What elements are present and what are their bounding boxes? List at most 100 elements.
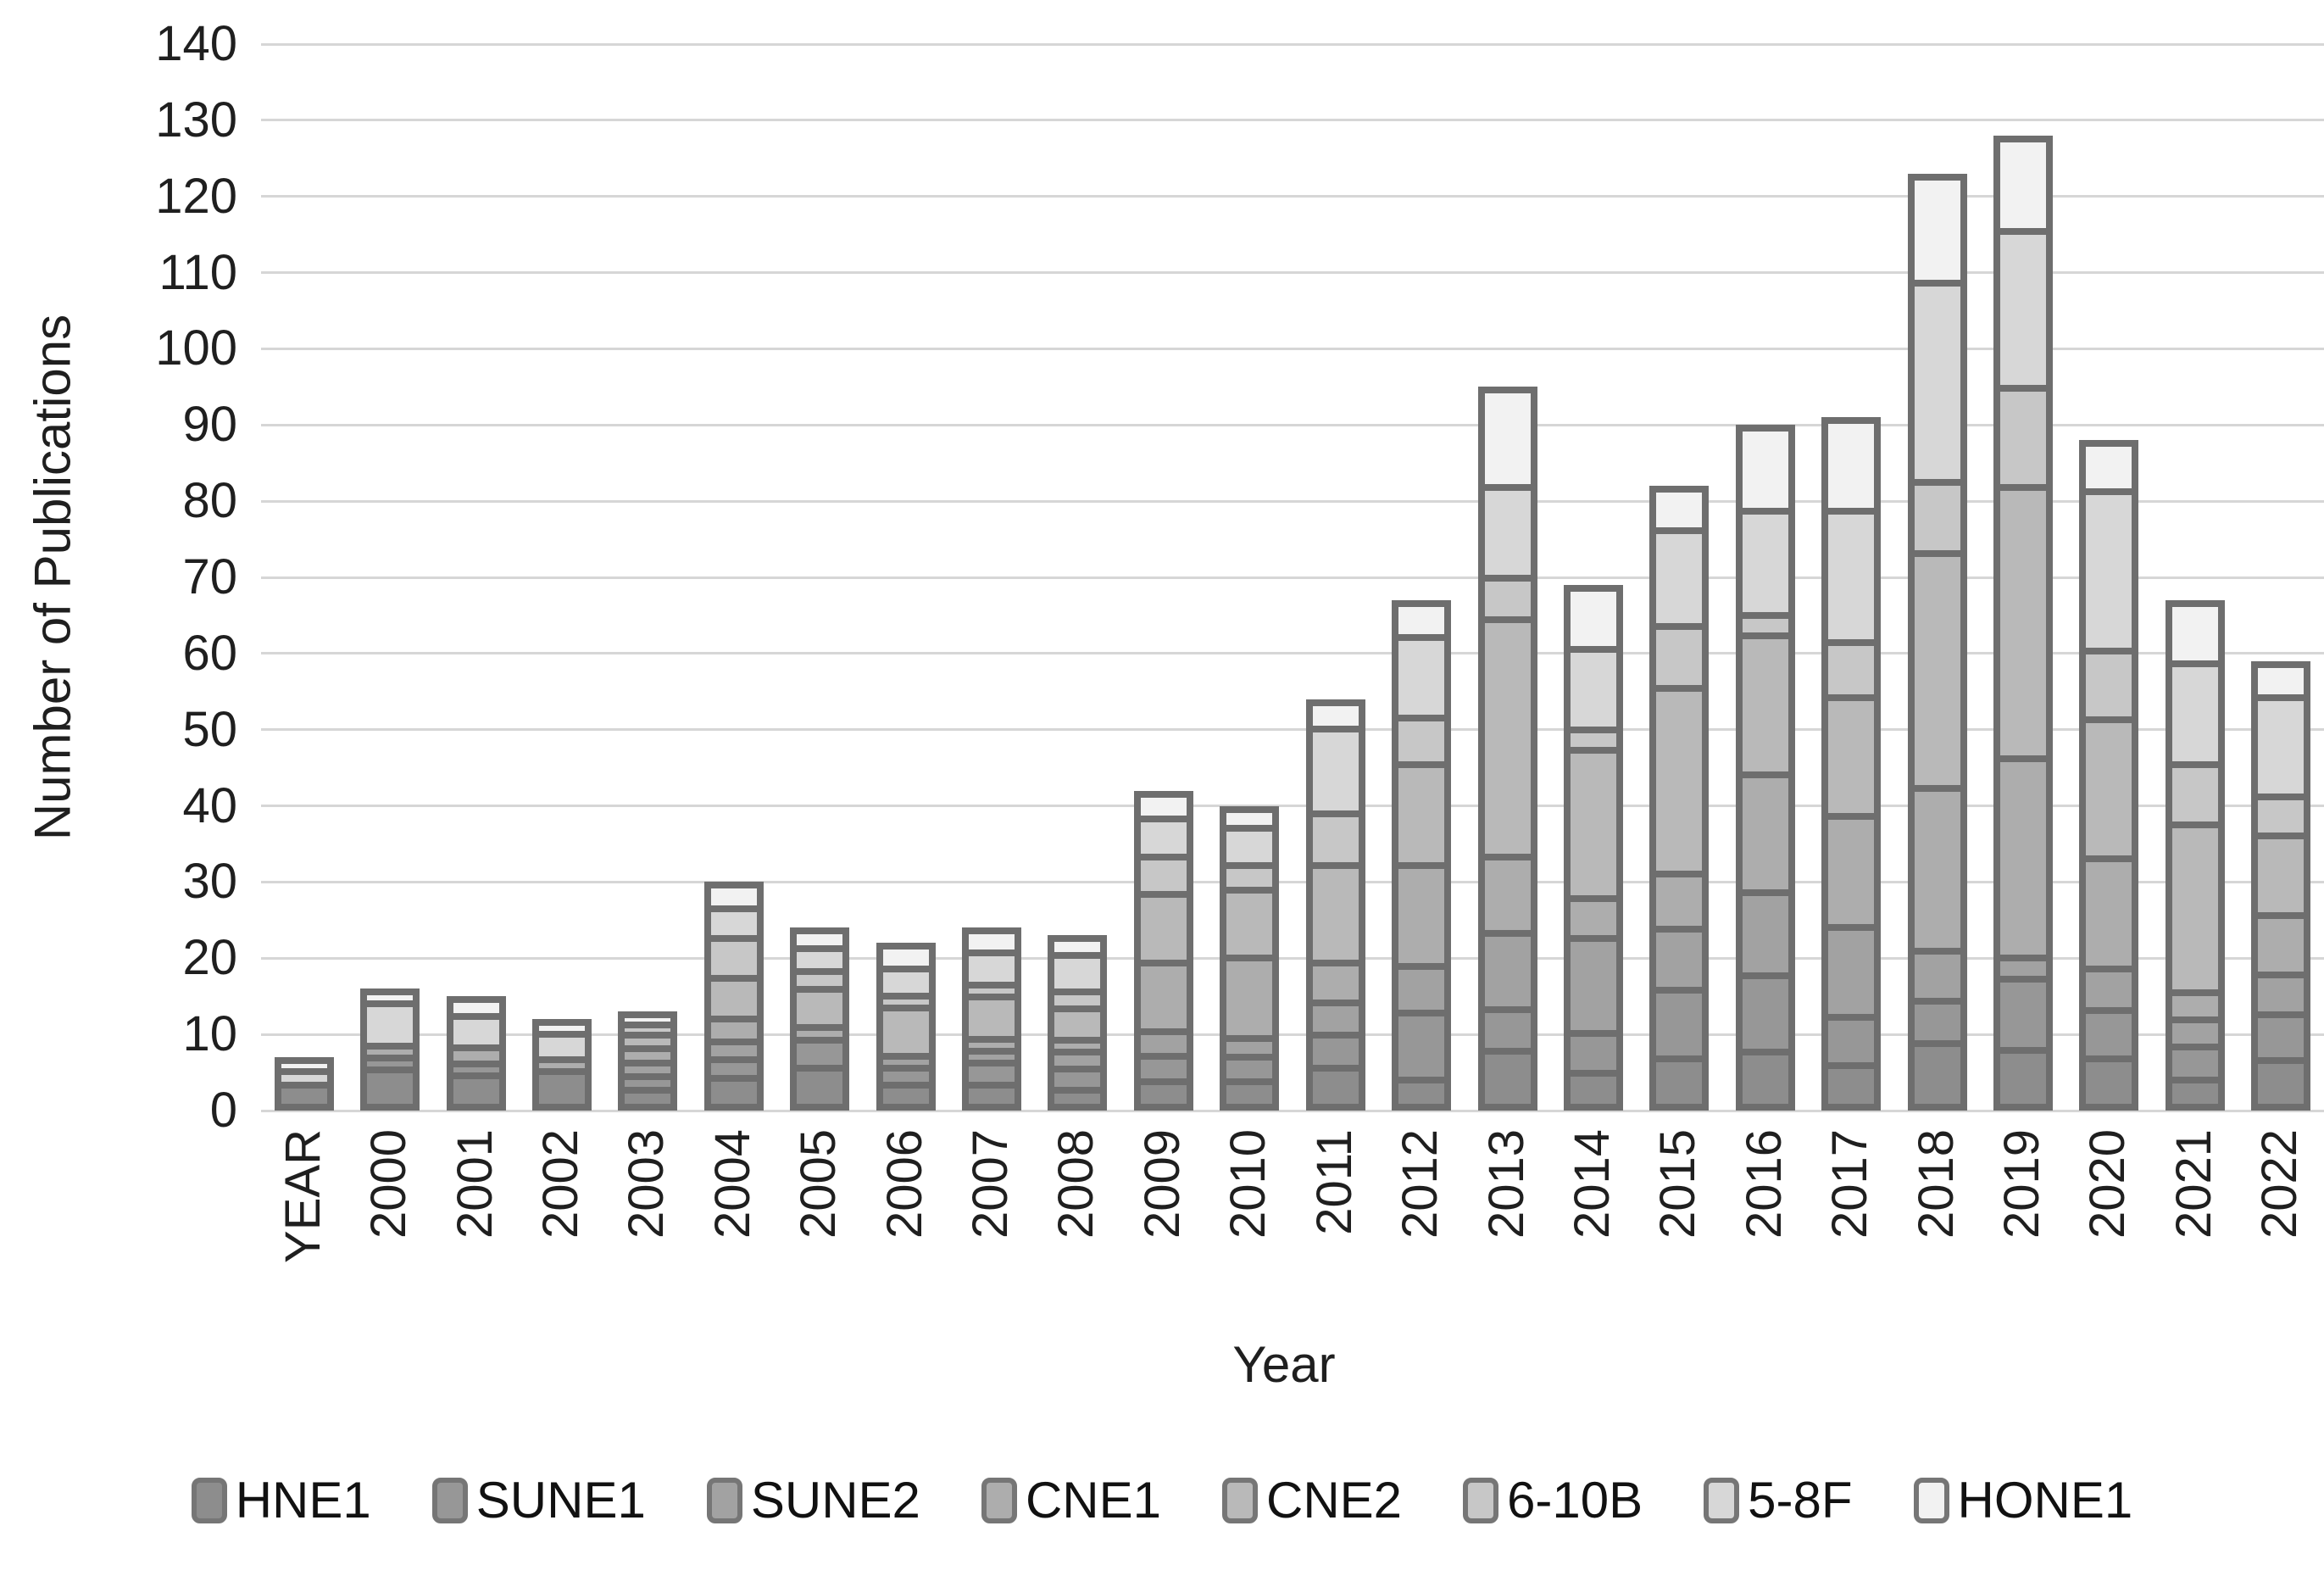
bar-segment-SUNE1 bbox=[1566, 1033, 1620, 1074]
bar-segment-6-10B bbox=[1481, 578, 1534, 621]
x-tick-label-2016: 2016 bbox=[1736, 1129, 1792, 1239]
bar-segment-SUNE1 bbox=[1997, 979, 2050, 1051]
bar-segment-HNE1 bbox=[2255, 1061, 2308, 1107]
bar-segment-CNE1 bbox=[1910, 788, 1964, 952]
bar-segment-CNE1 bbox=[1051, 1040, 1104, 1052]
bar-segment-HNE1 bbox=[2082, 1058, 2136, 1107]
y-tick-label-60: 60 bbox=[182, 625, 237, 681]
y-tick-label-0: 0 bbox=[209, 1083, 237, 1138]
bar-segment-HONE1 bbox=[1738, 428, 1792, 512]
x-tick-label-2013: 2013 bbox=[1478, 1129, 1534, 1239]
gridline-0 bbox=[261, 1109, 2324, 1112]
bar-segment-CNE2 bbox=[1051, 1008, 1104, 1041]
bar-segment-6-10B bbox=[793, 971, 847, 989]
bar-segment-6-10B bbox=[965, 985, 1019, 998]
legend-item-CNE1: CNE1 bbox=[981, 1471, 1161, 1529]
legend-item-CNE2: CNE2 bbox=[1222, 1471, 1402, 1529]
gridline-20 bbox=[261, 956, 2324, 960]
bar-segment-CNE1 bbox=[535, 1060, 588, 1072]
bar-segment-CNE2 bbox=[1481, 620, 1534, 857]
y-tick-label-100: 100 bbox=[155, 320, 237, 376]
x-tick-label-2015: 2015 bbox=[1650, 1129, 1706, 1239]
bar-segment-CNE1 bbox=[1738, 774, 1792, 893]
y-tick-label-140: 140 bbox=[155, 16, 237, 71]
bar-segment-HNE1 bbox=[1653, 1059, 1706, 1107]
bar-segment-SUNE1 bbox=[449, 1064, 503, 1077]
bar-segment-HONE1 bbox=[277, 1061, 331, 1072]
bar-segment-HNE1 bbox=[1825, 1066, 1878, 1107]
bar-segment-CNE2 bbox=[965, 997, 1019, 1040]
bar-segment-SUNE1 bbox=[364, 1058, 417, 1071]
bar-segment-CNE1 bbox=[965, 1039, 1019, 1052]
x-tick-label-2021: 2021 bbox=[2166, 1129, 2221, 1239]
bar-segment-CNE2 bbox=[1395, 765, 1448, 866]
bar-segment-HONE1 bbox=[1309, 702, 1362, 729]
bar-segment-HONE1 bbox=[879, 946, 932, 969]
x-tick-label-2011: 2011 bbox=[1306, 1129, 1362, 1235]
bar-segment-CNE1 bbox=[1223, 958, 1276, 1039]
bar-2020 bbox=[2079, 440, 2139, 1111]
bar-segment-HNE1 bbox=[1137, 1082, 1190, 1107]
legend-item-6-10B: 6-10B bbox=[1463, 1471, 1643, 1529]
bar-segment-SUNE2 bbox=[2255, 974, 2308, 1015]
bar-2006 bbox=[876, 943, 936, 1111]
bar-segment-CNE1 bbox=[793, 1027, 847, 1040]
bar-segment-6-10B bbox=[1910, 482, 1964, 554]
bar-segment-HNE1 bbox=[1051, 1090, 1104, 1107]
gridline-140 bbox=[261, 42, 2324, 46]
gridline-130 bbox=[261, 119, 2324, 122]
legend-item-5-8F: 5-8F bbox=[1704, 1471, 1853, 1529]
gridline-70 bbox=[261, 576, 2324, 579]
bar-segment-SUNE1 bbox=[965, 1063, 1019, 1086]
bar-segment-HONE1 bbox=[1481, 390, 1534, 488]
bar-segment-SUNE2 bbox=[2082, 969, 2136, 1011]
bar-segment-CNE1 bbox=[364, 1046, 417, 1059]
bar-segment-HNE1 bbox=[1395, 1080, 1448, 1107]
bar-segment-CNE1 bbox=[1653, 873, 1706, 929]
y-tick-label-50: 50 bbox=[182, 701, 237, 757]
bar-segment-SUNE2 bbox=[1997, 958, 2050, 980]
bar-segment-5-8F bbox=[277, 1071, 331, 1086]
bar-segment-SUNE1 bbox=[2255, 1014, 2308, 1061]
bar-segment-CNE2 bbox=[2255, 836, 2308, 916]
bar-segment-6-10B bbox=[621, 1025, 675, 1036]
bar-segment-HNE1 bbox=[535, 1072, 588, 1107]
legend-label: HONE1 bbox=[1957, 1472, 2133, 1529]
bar-segment-5-8F bbox=[1481, 487, 1534, 579]
bar-segment-HONE1 bbox=[707, 885, 760, 910]
y-tick-label-120: 120 bbox=[155, 168, 237, 224]
bar-segment-5-8F bbox=[2255, 697, 2308, 797]
bar-segment-HONE1 bbox=[1137, 794, 1190, 820]
x-tick-label-2008: 2008 bbox=[1048, 1129, 1104, 1239]
bar-segment-SUNE2 bbox=[1910, 951, 1964, 1001]
bar-segment-6-10B bbox=[707, 938, 760, 979]
legend-swatch-icon bbox=[1913, 1477, 1949, 1523]
bar-segment-SUNE1 bbox=[1910, 1000, 1964, 1044]
x-tick-label-2009: 2009 bbox=[1134, 1129, 1190, 1239]
bar-segment-HNE1 bbox=[1223, 1082, 1276, 1108]
bar-segment-HONE1 bbox=[621, 1015, 675, 1026]
bar-segment-CNE2 bbox=[1566, 749, 1620, 899]
y-tick-label-70: 70 bbox=[182, 549, 237, 604]
legend-swatch-icon bbox=[706, 1477, 742, 1523]
legend-label: SUNE2 bbox=[750, 1472, 920, 1529]
bar-segment-CNE1 bbox=[2168, 993, 2221, 1020]
x-tick-label-2010: 2010 bbox=[1220, 1129, 1276, 1239]
legend-label: 5-8F bbox=[1748, 1472, 1853, 1529]
y-tick-label-20: 20 bbox=[182, 930, 237, 986]
x-tick-label-2006: 2006 bbox=[876, 1129, 932, 1239]
bar-segment-HONE1 bbox=[1997, 138, 2050, 231]
bar-segment-5-8F bbox=[1051, 955, 1104, 993]
gridline-30 bbox=[261, 880, 2324, 883]
bar-2000 bbox=[360, 988, 420, 1111]
bar-2022 bbox=[2251, 660, 2311, 1111]
bar-2004 bbox=[703, 882, 764, 1111]
bar-segment-HONE1 bbox=[1566, 588, 1620, 649]
bar-segment-SUNE2 bbox=[1481, 933, 1534, 1011]
bar-segment-5-8F bbox=[2168, 664, 2221, 765]
bar-segment-HNE1 bbox=[621, 1089, 675, 1107]
bar-segment-HNE1 bbox=[707, 1078, 760, 1107]
legend-swatch-icon bbox=[191, 1477, 227, 1523]
bar-2016 bbox=[1735, 425, 1795, 1111]
bar-segment-5-8F bbox=[1653, 530, 1706, 627]
